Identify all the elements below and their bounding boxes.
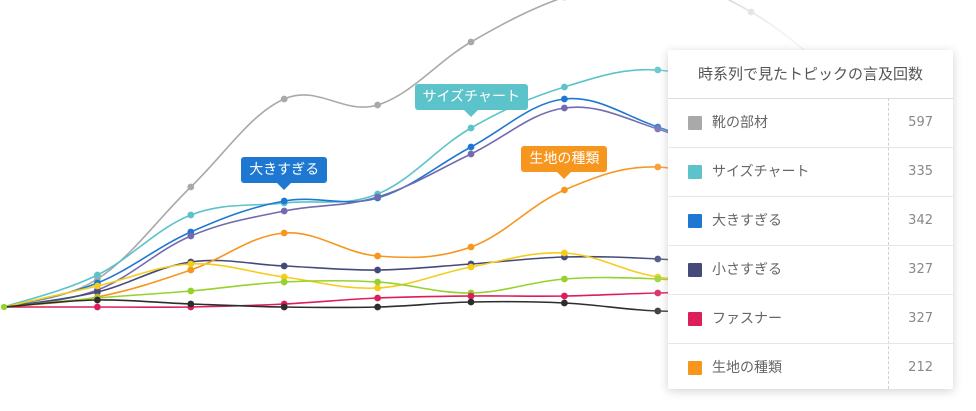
legend-row[interactable]: 小さすぎる 327 <box>668 246 953 295</box>
data-point[interactable] <box>467 243 475 251</box>
data-point[interactable] <box>280 229 288 237</box>
data-point[interactable] <box>94 303 101 311</box>
data-point[interactable] <box>374 101 381 109</box>
legend-panel: 時系列で見たトピックの言及回数 靴の部材 597 サイズチャート 335 大きす… <box>668 50 953 389</box>
data-point[interactable] <box>187 211 195 219</box>
legend-swatch <box>688 361 702 375</box>
data-point[interactable] <box>94 271 101 279</box>
legend-count: 335 <box>908 164 933 179</box>
legend-label: サイズチャート <box>712 164 810 180</box>
legend-label: ファスナー <box>712 311 782 327</box>
data-point[interactable] <box>374 284 381 292</box>
data-point[interactable] <box>467 292 475 300</box>
legend-swatch <box>688 165 702 179</box>
data-point[interactable] <box>561 249 568 257</box>
data-point[interactable] <box>187 183 195 191</box>
column-divider <box>888 98 889 389</box>
data-point[interactable] <box>187 266 195 274</box>
data-point[interactable] <box>187 300 195 308</box>
data-point[interactable] <box>374 193 381 201</box>
data-point[interactable] <box>561 83 568 91</box>
data-point[interactable] <box>94 288 101 296</box>
data-point[interactable] <box>467 38 475 46</box>
data-point[interactable] <box>94 296 101 304</box>
data-point[interactable] <box>467 150 475 158</box>
data-point[interactable] <box>561 292 568 300</box>
data-point[interactable] <box>187 260 195 268</box>
data-point[interactable] <box>561 299 568 307</box>
data-point[interactable] <box>561 104 568 112</box>
legend-row[interactable]: サイズチャート 335 <box>668 148 953 197</box>
data-point[interactable] <box>561 95 568 103</box>
legend-count: 327 <box>908 311 933 326</box>
data-point[interactable] <box>467 298 475 306</box>
legend-count: 327 <box>908 262 933 277</box>
data-point[interactable] <box>467 143 475 151</box>
data-point[interactable] <box>187 232 195 240</box>
data-point[interactable] <box>1 304 7 310</box>
legend-swatch <box>688 263 702 277</box>
data-point[interactable] <box>374 278 381 286</box>
series-callout: 大きすぎる <box>241 157 328 190</box>
data-point[interactable] <box>374 294 381 302</box>
data-point[interactable] <box>187 287 195 295</box>
data-point[interactable] <box>280 262 288 270</box>
data-point[interactable] <box>280 273 288 281</box>
series-callout: 生地の種類 <box>521 146 608 179</box>
data-point[interactable] <box>467 263 475 271</box>
legend-label: 小さすぎる <box>712 262 782 278</box>
legend-count: 212 <box>908 360 933 375</box>
legend-label: 大きすぎる <box>712 213 782 229</box>
data-point[interactable] <box>561 275 568 283</box>
data-point[interactable] <box>374 266 381 274</box>
legend-row[interactable]: 大きすぎる 342 <box>668 197 953 246</box>
data-point[interactable] <box>561 186 568 194</box>
legend-swatch <box>688 214 702 228</box>
legend-panel-title: 時系列で見たトピックの言及回数 <box>668 50 953 99</box>
data-point[interactable] <box>374 303 381 311</box>
legend-count: 597 <box>908 115 933 130</box>
data-point[interactable] <box>280 278 288 286</box>
legend-row[interactable]: 靴の部材 597 <box>668 99 953 148</box>
series-callout: サイズチャート <box>414 84 528 117</box>
legend-label: 生地の種類 <box>712 360 782 376</box>
legend-label: 靴の部材 <box>712 115 768 131</box>
data-point[interactable] <box>374 252 381 260</box>
data-point[interactable] <box>94 282 101 290</box>
data-point[interactable] <box>467 124 475 132</box>
legend-row[interactable]: 生地の種類 212 <box>668 344 953 392</box>
legend-swatch <box>688 312 702 326</box>
legend-count: 342 <box>908 213 933 228</box>
legend-swatch <box>688 116 702 130</box>
data-point[interactable] <box>280 95 288 103</box>
legend-row[interactable]: ファスナー 327 <box>668 295 953 344</box>
data-point[interactable] <box>280 197 288 205</box>
data-point[interactable] <box>280 207 288 215</box>
data-point[interactable] <box>280 303 288 311</box>
